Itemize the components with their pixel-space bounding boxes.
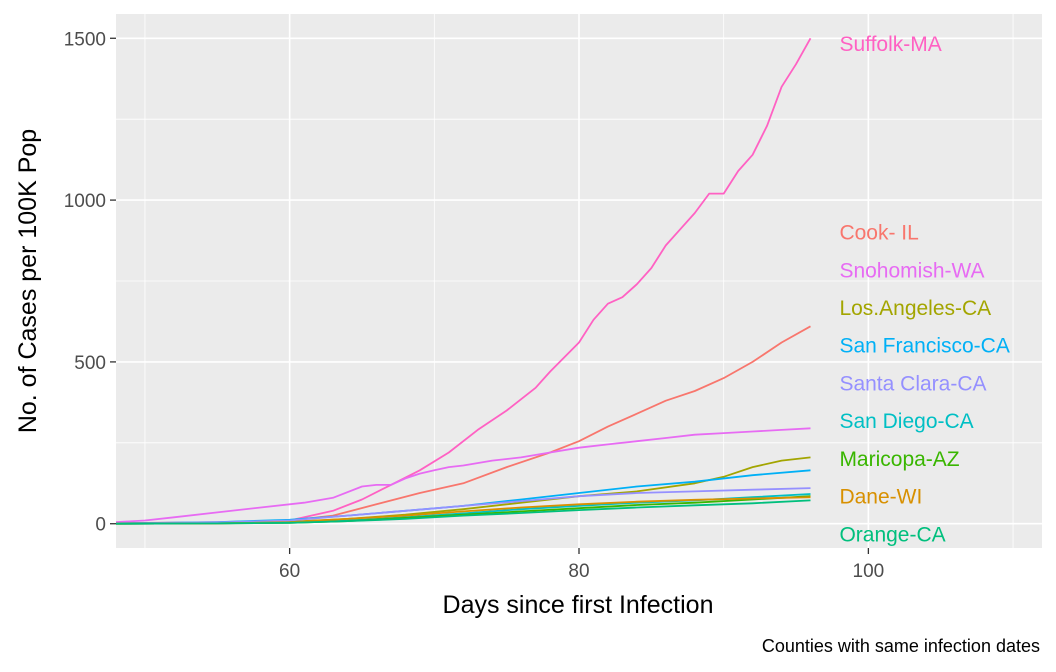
series-label-san-diego-ca: San Diego-CA [839,410,973,433]
series-labels: Suffolk-MA Cook- IL Snohomish-WA Los.Angele… [839,33,1009,547]
series-label-snohomish-wa: Snohomish-WA [839,259,984,282]
series-line-suffolk-ma [115,37,812,524]
series-label-orange-ca: Orange-CA [839,523,945,546]
series-label-suffolk-ma: Suffolk-MA [839,33,941,56]
x-tick-label: 60 [279,561,300,582]
x-tick-label: 100 [853,561,885,582]
series-label-san-francisco-ca: San Francisco-CA [839,335,1009,358]
series-line-orange-ca [115,499,811,525]
x-tick-label: 80 [568,561,589,582]
series-lines [115,37,812,525]
series-label-santa-clara-ca: Santa Clara-CA [839,373,986,396]
series-label-dane-wi: Dane-WI [839,486,922,509]
y-tick-label: 500 [74,353,106,374]
y-tick-label: 0 [95,515,106,536]
series-line-santa-clara-ca [115,487,811,525]
chart-caption: Counties with same infection dates [762,636,1040,656]
axis-ticks [110,37,870,554]
y-axis-title: No. of Cases per 100K Pop [14,129,42,433]
y-tick-label: 1000 [64,191,106,212]
y-tick-label: 1500 [64,29,106,50]
series-label-cook-il: Cook- IL [839,221,918,244]
x-axis-title: Days since first Infection [443,591,714,619]
series-label-maricopa-az: Maricopa-AZ [839,448,959,471]
series-line-snohomish-wa [115,427,811,523]
series-label-los-angeles-ca: Los.Angeles-CA [839,297,991,320]
